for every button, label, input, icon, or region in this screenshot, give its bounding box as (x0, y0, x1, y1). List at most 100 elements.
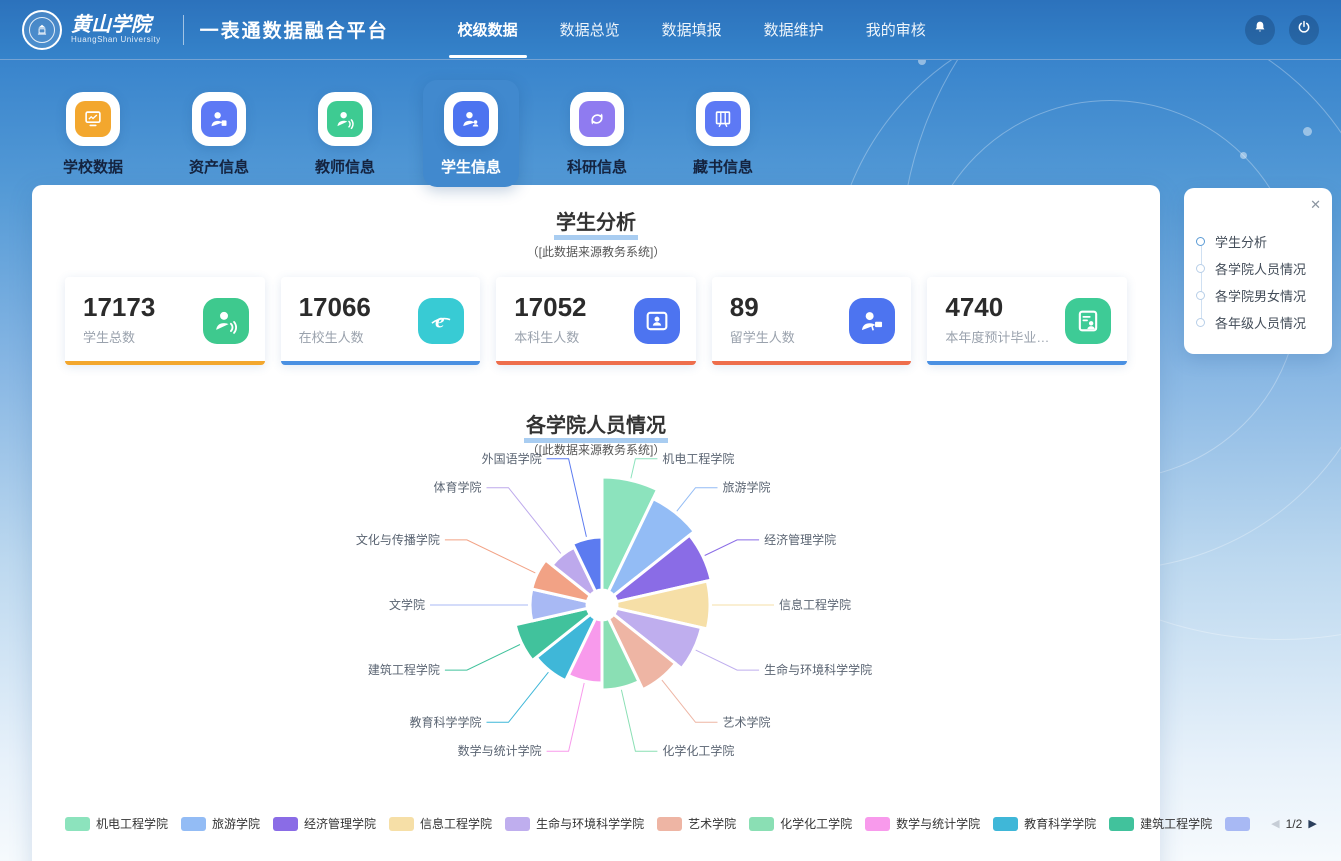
category-tab-tile (696, 92, 750, 146)
pie-slice-7[interactable] (600, 617, 641, 692)
nav-active-underline (448, 54, 527, 58)
anchor-item-label: 学生分析 (1215, 235, 1268, 250)
id-card-icon (643, 307, 671, 335)
legend-item-4[interactable]: 信息工程学院 (389, 815, 492, 832)
category-tab-5[interactable]: 科研信息 (549, 80, 645, 187)
nav-item-label: 数据总览 (559, 22, 620, 39)
legend-item-6[interactable]: 艺术学院 (657, 815, 736, 832)
pie-slice-14[interactable] (571, 535, 604, 593)
slice-label: 建筑工程学院 (368, 662, 440, 677)
legend-label: 建筑工程学院 (1140, 817, 1213, 831)
category-tab-tile (66, 92, 120, 146)
category-tab-4[interactable]: 学生信息 (423, 80, 519, 187)
slice-leader-line (676, 487, 718, 512)
category-tab-label: 资产信息 (188, 159, 249, 176)
anchor-close-button[interactable]: ✕ (1310, 197, 1321, 213)
main-card: 学生分析 （[此数据来源教务系统]） 17173 学生总数 17066 在校生人数 e 1… (32, 185, 1317, 861)
category-tab-3[interactable]: 教师信息 (297, 80, 393, 187)
nav-item-label: 校级数据 (457, 22, 518, 39)
legend-prev-button[interactable]: ◀ (1271, 818, 1280, 830)
topbar: 黄山学院 HuangShan University 一表通数据融合平台 校级数据… (0, 0, 1341, 60)
category-tab-glyph (579, 101, 615, 137)
stat-icon-badge (1064, 298, 1111, 344)
nav-item-label: 数据维护 (763, 22, 824, 39)
anchor-item-3[interactable]: 各学院男女情况 (1196, 282, 1326, 309)
notification-bell-button[interactable] (1245, 14, 1275, 45)
library-info-icon (712, 108, 734, 130)
category-tab-6[interactable]: 藏书信息 (675, 80, 771, 187)
anchor-connector-line (1201, 240, 1202, 325)
category-tab-glyph (201, 101, 237, 137)
pie-slice-6[interactable] (607, 612, 677, 692)
stat-card-2: 17066 在校生人数 e (280, 277, 481, 365)
nav-item-2[interactable]: 数据总览 (539, 0, 641, 60)
anchor-item-4[interactable]: 各年级人员情况 (1196, 309, 1326, 336)
legend-swatch (389, 816, 415, 831)
stat-label: 本年度预计毕业… (945, 330, 1050, 345)
nav-item-3[interactable]: 数据填报 (641, 0, 743, 60)
chart-legend: 机电工程学院 旅游学院 经济管理学院 信息工程学院 生命与环境科学学院 艺术学院 化学化工学… (65, 815, 1317, 832)
slice-leader-line (546, 458, 587, 537)
pie-slice-5[interactable] (612, 606, 703, 671)
student-info-icon (460, 108, 482, 130)
stat-label: 学生总数 (83, 330, 136, 345)
slice-leader-line (444, 644, 521, 671)
nav-item-5[interactable]: 我的审核 (845, 0, 947, 60)
chart-title: 各学院人员情况 (32, 414, 1160, 443)
stat-card-5: 4740 本年度预计毕业… (927, 277, 1127, 365)
legend-item-3[interactable]: 经济管理学院 (273, 815, 376, 832)
stat-label: 留学生人数 (729, 330, 795, 345)
pie-slice-4[interactable] (615, 579, 712, 631)
stat-label: 本科生人数 (514, 330, 580, 345)
category-tab-2[interactable]: 资产信息 (171, 80, 267, 187)
anchor-dot (1196, 291, 1205, 300)
main-nav: 校级数据 数据总览 数据填报 数据维护 我的审核 (437, 0, 947, 60)
legend-item-8[interactable]: 数学与统计学院 (865, 815, 980, 832)
legend-item-1[interactable]: 机电工程学院 (65, 815, 168, 832)
slice-label: 文化与传播学院 (356, 532, 440, 547)
category-tab-label: 藏书信息 (692, 159, 753, 176)
topbar-actions (1245, 14, 1319, 45)
slice-leader-line (661, 679, 718, 723)
nav-item-1[interactable]: 校级数据 (437, 0, 539, 60)
legend-label: 旅游学院 (212, 817, 261, 831)
legend-item-5[interactable]: 生命与环境科学学院 (505, 815, 644, 832)
stat-icon-badge (849, 298, 896, 344)
slice-leader-line (486, 671, 549, 723)
pie-slice-12[interactable] (530, 558, 592, 604)
power-button[interactable] (1289, 14, 1319, 45)
category-tab-tile (318, 92, 372, 146)
nav-item-4[interactable]: 数据维护 (743, 0, 845, 60)
legend-label: 艺术学院 (688, 817, 737, 831)
category-tab-glyph (75, 101, 111, 137)
topbar-divider (182, 14, 184, 45)
close-icon: ✕ (1310, 197, 1321, 212)
legend-label: 信息工程学院 (420, 817, 493, 831)
legend-item-10[interactable]: 建筑工程学院 (1109, 815, 1212, 832)
doc-person-icon (1074, 307, 1102, 335)
slice-leader-line (695, 649, 760, 671)
slice-leader-line (704, 539, 760, 556)
legend-swatch (865, 816, 891, 831)
category-tab-1[interactable]: 学校数据 (45, 80, 141, 187)
slice-leader-line (620, 689, 658, 752)
anchor-dot (1196, 264, 1205, 273)
legend-item-9[interactable]: 教育科学学院 (993, 815, 1096, 832)
legend-item-11[interactable] (1225, 816, 1256, 831)
legend-swatch (505, 816, 531, 831)
pie-slice-2[interactable] (607, 497, 696, 598)
pie-slice-1[interactable] (600, 475, 659, 593)
category-tab-glyph (705, 101, 741, 137)
slice-leader-line (486, 487, 562, 554)
rose-chart-svg: 机电工程学院旅游学院经济管理学院信息工程学院生命与环境科学学院艺术学院化学化工学… (356, 451, 872, 758)
legend-next-button[interactable]: ▶ (1308, 818, 1317, 830)
category-tab-tile (192, 92, 246, 146)
logo-name-cn: 黄山学院 (71, 14, 151, 36)
anchor-item-2[interactable]: 各学院人员情况 (1196, 255, 1326, 282)
legend-item-2[interactable]: 旅游学院 (181, 815, 260, 832)
slice-label: 信息工程学院 (779, 597, 851, 612)
legend-item-7[interactable]: 化学化工学院 (749, 815, 852, 832)
anchor-item-1[interactable]: 学生分析 (1196, 228, 1326, 255)
legend-label: 生命与环境科学学院 (536, 817, 645, 831)
slice-label: 数学与统计学院 (458, 743, 542, 758)
